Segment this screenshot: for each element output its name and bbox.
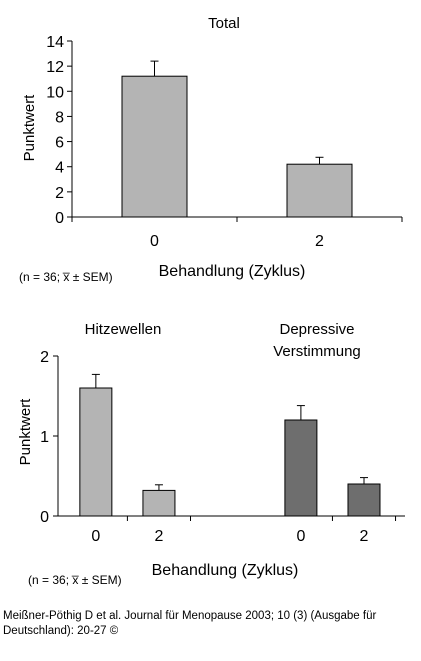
chart1-xtick-label: 2: [315, 233, 324, 250]
chart1-xtick-label: 0: [150, 233, 159, 250]
chart1-note: (n = 36; x̅ ± SEM): [19, 270, 113, 284]
chart1-ytick-label: 4: [55, 160, 64, 177]
chart1-ylabel: Punktwert: [21, 94, 38, 162]
chart2-group2-label-line2: Verstimmung: [273, 343, 361, 360]
chart2-plot: 0 1 2 0 2 0 2: [40, 349, 405, 545]
chart1-plot: 0 2 4 6 8 10 12 14 0 2: [46, 34, 403, 250]
chart1-title: Total: [208, 15, 240, 32]
chart2-bar: [142, 489, 176, 517]
chart2-group1-label-line1: Hitzewellen: [85, 321, 162, 338]
chart1-bar: [286, 163, 353, 218]
chart1-ytick-label: 6: [55, 135, 64, 152]
chart2-xtick-label: 2: [360, 528, 369, 545]
chart2-ytick-label: 1: [40, 429, 49, 446]
source-citation: Meißner-Pöthig D et al. Journal für Meno…: [3, 610, 377, 637]
chart2-ylabel: Punktwert: [17, 398, 34, 466]
chart2-group2-label-line1: Depressive: [279, 321, 354, 338]
chart2-ytick-label: 2: [40, 349, 49, 366]
chart2-note: (n = 36; x̅ ± SEM): [28, 573, 122, 587]
chart2-ytick-label: 0: [40, 509, 49, 526]
chart1-ytick-label: 14: [46, 34, 64, 51]
chart2-bar: [347, 483, 381, 517]
chart1-ytick-label: 12: [46, 59, 64, 76]
chart2-bar: [79, 387, 113, 517]
chart2-bar: [284, 419, 318, 517]
chart2-xtick-label: 0: [91, 528, 100, 545]
chart1-ytick-label: 0: [55, 210, 64, 227]
chart2-xlabel: Behandlung (Zyklus): [152, 562, 299, 579]
chart1-ytick-label: 8: [55, 109, 64, 126]
chart1-bar: [121, 75, 188, 218]
chart2-xtick-label: 0: [296, 528, 305, 545]
chart1-ytick-label: 2: [55, 185, 64, 202]
chart1-ytick-label: 10: [46, 84, 64, 101]
chart1-xlabel: Behandlung (Zyklus): [159, 263, 306, 280]
chart2-xtick-label: 2: [154, 528, 163, 545]
